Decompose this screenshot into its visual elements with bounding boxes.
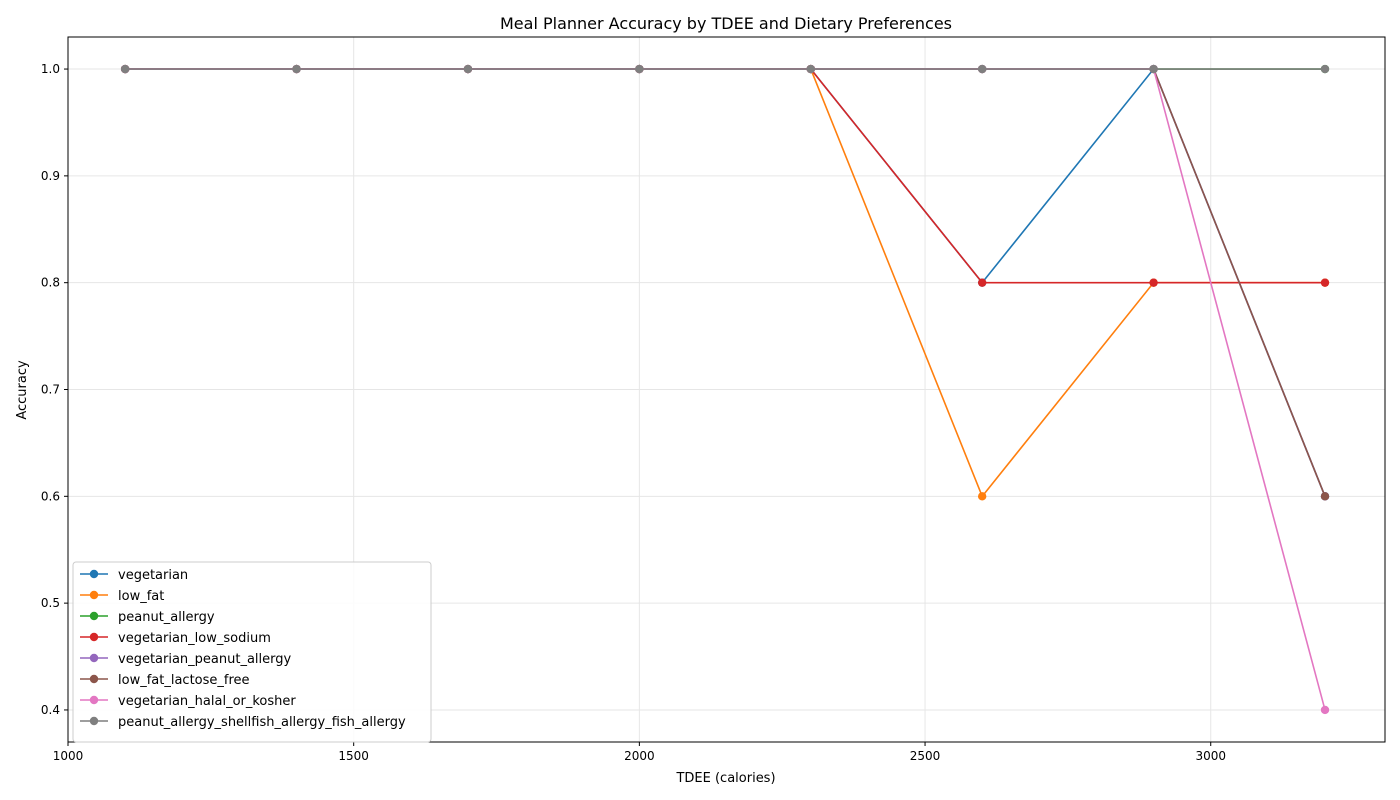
legend-marker: [89, 590, 99, 600]
data-point: [1149, 278, 1158, 287]
legend-item: peanut_allergy_shellfish_allergy_fish_al…: [80, 715, 406, 730]
data-point: [292, 64, 301, 74]
legend-item: low_fat: [80, 589, 164, 604]
legend-label: vegetarian_peanut_allergy: [118, 652, 292, 667]
x-tick-label: 3000: [1195, 749, 1226, 763]
series-layer: [120, 64, 1330, 715]
legend-label: peanut_allergy: [118, 610, 215, 625]
legend-item: vegetarian_halal_or_kosher: [80, 694, 296, 709]
legend-item: vegetarian_low_sodium: [80, 631, 271, 646]
legend-label: vegetarian: [118, 568, 188, 583]
legend-marker: [89, 653, 99, 663]
y-tick-label: 0.9: [41, 169, 60, 183]
legend-marker: [89, 569, 99, 579]
legend-label: vegetarian_low_sodium: [118, 631, 271, 646]
legend-label: low_fat_lactose_free: [118, 673, 250, 688]
data-point: [463, 64, 473, 74]
x-axis-title: TDEE (calories): [675, 771, 775, 786]
legend-marker: [89, 695, 99, 705]
data-point: [1320, 64, 1330, 74]
data-point: [1320, 705, 1330, 715]
chart-title: Meal Planner Accuracy by TDEE and Dietar…: [500, 14, 952, 33]
legend-marker: [89, 674, 99, 684]
y-tick-label: 0.8: [41, 276, 60, 290]
legend: vegetarian low_fat peanut_allergy vegetaria…: [72, 561, 432, 743]
x-tick-label: 1000: [53, 749, 84, 763]
axis-ticks: 1000 1500 2000 2500 3000 0.4 0.5 0.6 0.7 0.8 0.9 1.…: [41, 62, 1226, 763]
x-tick-label: 2500: [910, 749, 941, 763]
legend-item: vegetarian: [80, 568, 188, 583]
legend-label: peanut_allergy_shellfish_allergy_fish_al…: [118, 715, 406, 730]
data-point: [977, 492, 987, 501]
legend-marker: [89, 632, 99, 642]
legend-item: vegetarian_peanut_allergy: [80, 652, 292, 667]
x-tick-label: 2000: [624, 749, 655, 763]
legend-marker: [89, 611, 99, 621]
legend-item: peanut_allergy: [80, 610, 215, 625]
series-peanut-allergy-shellfish-allergy-fish-allergy: [120, 64, 1330, 74]
data-point: [120, 64, 130, 74]
y-tick-label: 0.5: [41, 596, 60, 610]
y-tick-label: 0.7: [41, 383, 60, 397]
data-point: [1149, 64, 1158, 74]
legend-label: vegetarian_halal_or_kosher: [118, 694, 296, 709]
legend-label: low_fat: [118, 589, 164, 604]
y-tick-label: 0.4: [41, 703, 60, 717]
y-tick-label: 1.0: [41, 62, 60, 76]
data-point: [1320, 278, 1330, 287]
data-point: [635, 64, 644, 74]
data-point: [1320, 492, 1330, 501]
y-axis-title: Accuracy: [15, 360, 30, 420]
data-point: [977, 278, 987, 287]
data-point: [806, 64, 815, 74]
legend-marker: [89, 716, 99, 726]
legend-box: [72, 561, 432, 743]
legend-item: low_fat_lactose_free: [80, 673, 250, 688]
y-tick-label: 0.6: [41, 489, 60, 503]
data-point: [977, 64, 987, 74]
x-tick-label: 1500: [338, 749, 369, 763]
